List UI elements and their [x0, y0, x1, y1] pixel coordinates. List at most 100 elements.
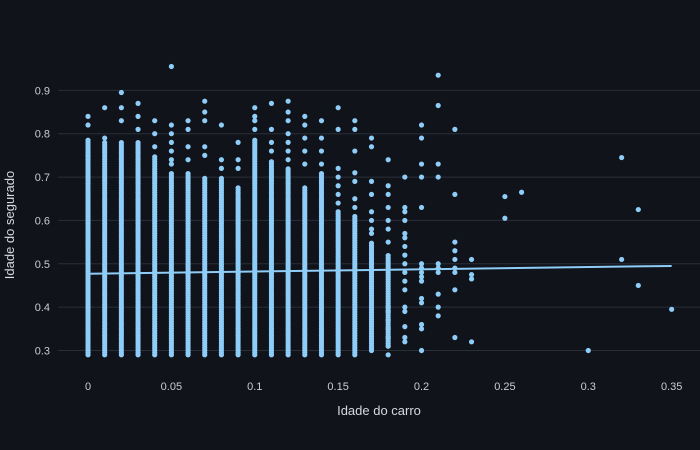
data-point	[235, 165, 241, 171]
data-point	[268, 100, 275, 106]
data-point	[152, 131, 158, 137]
data-point	[385, 226, 391, 232]
data-point	[452, 248, 458, 254]
data-point	[418, 161, 425, 167]
data-point	[402, 209, 408, 215]
data-point	[385, 183, 391, 189]
data-point	[452, 287, 458, 293]
data-point	[302, 122, 308, 128]
data-point	[118, 105, 124, 111]
data-point	[335, 200, 341, 206]
data-point	[468, 276, 475, 282]
data-point	[302, 148, 308, 154]
x-tick-label: 0.35	[661, 381, 682, 393]
data-point	[385, 352, 391, 358]
data-point	[435, 72, 441, 78]
data-point	[335, 165, 341, 171]
data-point	[302, 113, 308, 119]
data-point	[402, 334, 408, 341]
data-point	[518, 189, 525, 195]
data-point	[418, 174, 425, 180]
data-point	[402, 204, 408, 211]
data-point	[285, 166, 291, 172]
data-point	[452, 191, 458, 198]
y-tick-label: 0.9	[35, 85, 50, 97]
data-point	[418, 122, 425, 128]
data-point	[302, 161, 308, 167]
data-point	[285, 118, 291, 124]
data-point	[235, 185, 241, 191]
y-tick-label: 0.3	[35, 345, 50, 357]
data-point	[402, 217, 408, 224]
data-point	[368, 226, 375, 232]
data-point	[318, 135, 325, 141]
data-point	[85, 152, 91, 158]
trendline-group	[88, 264, 672, 275]
data-point	[318, 148, 325, 154]
y-tick-label: 0.7	[35, 172, 50, 184]
data-point	[368, 144, 375, 150]
y-axis-title: Idade do segurado	[2, 171, 17, 279]
data-point	[385, 317, 391, 323]
x-tick-label: 0.05	[161, 381, 182, 393]
data-point	[102, 105, 108, 111]
data-point	[218, 175, 225, 181]
data-point	[185, 157, 191, 163]
data-point	[385, 252, 391, 259]
data-point	[402, 261, 408, 267]
data-point	[135, 126, 141, 132]
data-point	[352, 126, 358, 132]
data-point	[502, 215, 508, 221]
data-point	[402, 235, 408, 241]
x-tick-label: 0.15	[327, 381, 348, 393]
data-point	[435, 174, 441, 180]
data-point	[435, 313, 441, 319]
data-point	[402, 287, 408, 293]
data-point	[352, 213, 358, 220]
data-point	[218, 122, 225, 128]
data-point	[385, 239, 391, 245]
data-point	[335, 105, 341, 111]
data-point	[318, 118, 325, 124]
data-point	[268, 159, 275, 165]
data-point	[152, 144, 158, 150]
data-point	[168, 157, 174, 163]
data-point	[385, 326, 391, 332]
data-point	[468, 256, 475, 263]
data-point	[318, 161, 325, 167]
x-tick-label: 0	[85, 381, 91, 393]
data-point	[418, 204, 425, 211]
gridlines	[58, 89, 700, 351]
data-point	[202, 144, 208, 150]
data-point	[285, 148, 291, 154]
data-point	[302, 185, 308, 191]
data-point	[102, 139, 108, 146]
data-points	[85, 63, 675, 358]
data-point	[385, 343, 391, 349]
data-point	[185, 126, 191, 132]
data-point	[118, 89, 124, 96]
data-point	[402, 278, 408, 284]
data-point	[435, 102, 441, 109]
data-point	[335, 191, 341, 198]
data-point	[402, 269, 408, 276]
data-point	[368, 240, 375, 246]
data-point	[402, 243, 408, 250]
data-point	[135, 100, 141, 106]
data-point	[202, 152, 208, 158]
data-point	[218, 157, 225, 163]
x-axis-title: Idade do carro	[337, 403, 421, 418]
data-point	[385, 157, 391, 163]
data-point	[619, 154, 625, 161]
data-point	[168, 63, 174, 70]
data-point	[402, 339, 408, 345]
data-point	[452, 126, 458, 132]
x-tick-label: 0.2	[414, 381, 429, 393]
data-point	[402, 230, 408, 237]
data-point	[435, 161, 441, 167]
data-point	[252, 137, 258, 143]
data-point	[218, 165, 225, 171]
data-point	[335, 126, 341, 132]
data-point	[185, 118, 191, 124]
data-point	[202, 98, 208, 104]
